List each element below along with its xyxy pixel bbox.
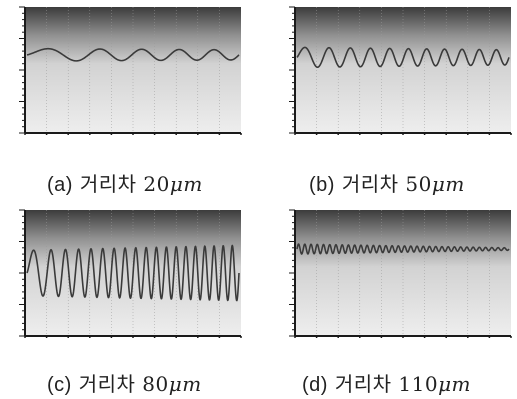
chart-panel-b	[283, 5, 513, 135]
caption-a-text: 거리차	[79, 172, 137, 196]
caption-d: (d) 거리차 110μm	[302, 368, 471, 397]
waveform-trace-a	[26, 47, 240, 62]
caption-a-value: 20	[143, 172, 170, 196]
caption-c: (c) 거리차 80μm	[47, 368, 202, 397]
caption-b: (b) 거리차 50μm	[309, 168, 465, 197]
chart-b-svg	[289, 6, 512, 135]
waveform-trace-b	[296, 46, 510, 69]
chart-d-svg	[289, 209, 512, 338]
caption-a-tag: (a)	[47, 174, 73, 196]
caption-d-value: 110	[398, 372, 439, 396]
caption-d-unit: μm	[438, 372, 472, 396]
caption-d-tag: (d)	[302, 374, 328, 396]
caption-a: (a) 거리차 20μm	[47, 168, 203, 197]
chart-a-svg	[19, 6, 242, 135]
caption-c-tag: (c)	[47, 374, 72, 396]
caption-c-text: 거리차	[78, 372, 136, 396]
chart-panel-d	[283, 208, 513, 338]
caption-b-tag: (b)	[309, 174, 335, 196]
caption-c-unit: μm	[168, 372, 202, 396]
waveform-trace-c	[26, 244, 240, 302]
caption-d-text: 거리차	[334, 372, 392, 396]
chart-panel-c	[13, 208, 243, 338]
caption-b-unit: μm	[431, 172, 465, 196]
waveform-trace-d	[296, 243, 510, 255]
caption-b-text: 거리차	[341, 172, 399, 196]
chart-panel-a	[13, 5, 243, 135]
caption-a-unit: μm	[169, 172, 203, 196]
caption-b-value: 50	[405, 172, 432, 196]
caption-c-value: 80	[142, 372, 169, 396]
chart-c-svg	[19, 209, 242, 338]
